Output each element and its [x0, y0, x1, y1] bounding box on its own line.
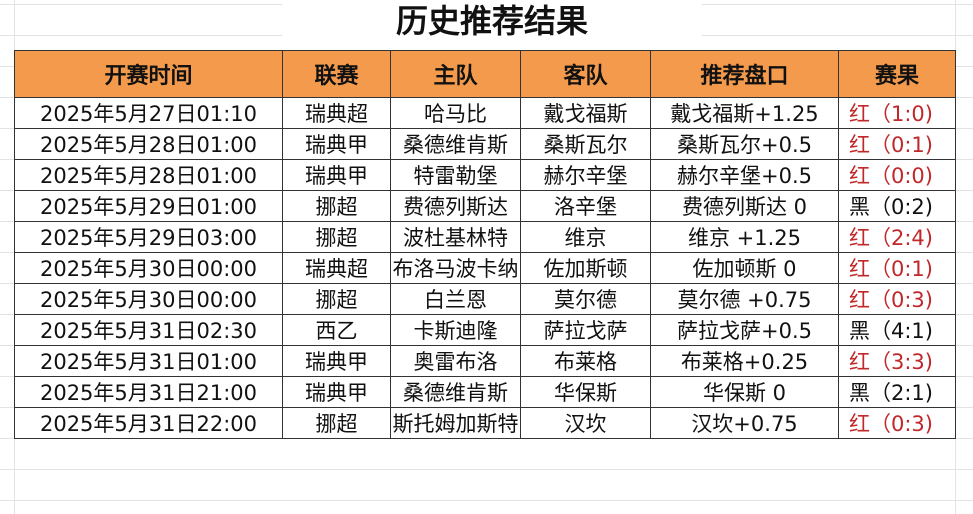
cell-home[interactable]: 桑德维肯斯	[390, 376, 521, 408]
cell-league[interactable]: 瑞典超	[282, 252, 391, 284]
cell-away[interactable]: 维京	[520, 221, 651, 253]
cell-home[interactable]: 波杜基林特	[390, 221, 521, 253]
cell-time[interactable]: 2025年5月27日01:10	[14, 97, 283, 129]
cell-pick[interactable]: 赫尔辛堡+0.5	[650, 159, 839, 191]
home-team-text: 卡斯迪隆	[413, 319, 498, 343]
cell-pick[interactable]: 桑斯瓦尔+0.5	[650, 128, 839, 160]
cell-league[interactable]: 挪超	[282, 190, 391, 222]
home-team-text: 波杜基林特	[403, 226, 508, 250]
cell-time[interactable]: 2025年5月31日01:00	[14, 345, 283, 377]
cell-time[interactable]: 2025年5月29日03:00	[14, 221, 283, 253]
header-result[interactable]: 赛果	[838, 50, 956, 98]
cell-home[interactable]: 卡斯迪隆	[390, 314, 521, 346]
cell-time[interactable]: 2025年5月31日21:00	[14, 376, 283, 408]
cell-away[interactable]: 戴戈福斯	[520, 97, 651, 129]
home-team-text: 桑德维肯斯	[403, 381, 508, 405]
cell-time[interactable]: 2025年5月28日01:00	[14, 128, 283, 160]
results-table: 开赛时间 联赛 主队 客队 推荐盘口 赛果 2025年5月27日01:10 瑞典超…	[14, 50, 956, 439]
cell-away[interactable]: 桑斯瓦尔	[520, 128, 651, 160]
cell-result[interactable]: 红（0:3)	[838, 283, 956, 315]
home-team-text: 哈马比	[424, 102, 487, 126]
cell-away[interactable]: 洛辛堡	[520, 190, 651, 222]
header-away[interactable]: 客队	[520, 50, 651, 98]
cell-pick[interactable]: 汉坎+0.75	[650, 407, 839, 439]
cell-result[interactable]: 黑（4:1)	[838, 314, 956, 346]
cell-pick[interactable]: 佐加顿斯 0	[650, 252, 839, 284]
cell-result[interactable]: 红（1:0)	[838, 97, 956, 129]
cell-time[interactable]: 2025年5月30日00:00	[14, 283, 283, 315]
cell-league[interactable]: 瑞典超	[282, 97, 391, 129]
home-team-text: 斯托姆加斯特	[392, 412, 519, 436]
home-team-text: 白兰恩	[424, 288, 487, 312]
table-row: 2025年5月28日01:00 瑞典甲 桑德维肯斯 桑斯瓦尔 桑斯瓦尔+0.5 红（0:1…	[14, 128, 956, 160]
cell-result[interactable]: 黑（2:1)	[838, 376, 956, 408]
home-team-text: 奥雷布洛	[413, 350, 498, 374]
cell-pick[interactable]: 维京 +1.25	[650, 221, 839, 253]
cell-league[interactable]: 瑞典甲	[282, 376, 391, 408]
header-home[interactable]: 主队	[390, 50, 521, 98]
cell-time[interactable]: 2025年5月29日01:00	[14, 190, 283, 222]
cell-away[interactable]: 莫尔德	[520, 283, 651, 315]
cell-pick[interactable]: 华保斯 0	[650, 376, 839, 408]
cell-result[interactable]: 红（0:1)	[838, 128, 956, 160]
header-time[interactable]: 开赛时间	[14, 50, 283, 98]
cell-result[interactable]: 红（0:1)	[838, 252, 956, 284]
table-row: 2025年5月29日03:00 挪超 波杜基林特 维京 维京 +1.25 红（2:4)	[14, 221, 956, 253]
home-team-text: 布洛马波卡纳	[392, 257, 519, 281]
table-row: 2025年5月30日00:00 挪超 白兰恩 莫尔德 莫尔德 +0.75 红（0:3)	[14, 283, 956, 315]
cell-pick[interactable]: 布莱格+0.25	[650, 345, 839, 377]
cell-away[interactable]: 赫尔辛堡	[520, 159, 651, 191]
cell-league[interactable]: 挪超	[282, 283, 391, 315]
cell-away[interactable]: 汉坎	[520, 407, 651, 439]
cell-time[interactable]: 2025年5月31日02:30	[14, 314, 283, 346]
cell-away[interactable]: 萨拉戈萨	[520, 314, 651, 346]
cell-time[interactable]: 2025年5月31日22:00	[14, 407, 283, 439]
cell-result[interactable]: 红（0:0)	[838, 159, 956, 191]
cell-home[interactable]: 费德列斯达	[390, 190, 521, 222]
cell-pick[interactable]: 莫尔德 +0.75	[650, 283, 839, 315]
header-row: 开赛时间 联赛 主队 客队 推荐盘口 赛果	[14, 50, 956, 98]
cell-home[interactable]: 布洛马波卡纳	[390, 252, 521, 284]
cell-result[interactable]: 红（2:4)	[838, 221, 956, 253]
cell-result[interactable]: 红（0:3)	[838, 407, 956, 439]
cell-pick[interactable]: 费德列斯达 0	[650, 190, 839, 222]
cell-pick[interactable]: 萨拉戈萨+0.5	[650, 314, 839, 346]
cell-away[interactable]: 佐加斯顿	[520, 252, 651, 284]
table-row: 2025年5月27日01:10 瑞典超 哈马比 戴戈福斯 戴戈福斯+1.25 红（1:0)	[14, 97, 956, 129]
cell-league[interactable]: 瑞典甲	[282, 159, 391, 191]
table-row: 2025年5月30日00:00 瑞典超 布洛马波卡纳 佐加斯顿 佐加顿斯 0 红（0:1)	[14, 252, 956, 284]
home-team-text: 桑德维肯斯	[403, 133, 508, 157]
cell-result[interactable]: 黑（0:2)	[838, 190, 956, 222]
table-row: 2025年5月31日22:00 挪超 斯托姆加斯特 汉坎 汉坎+0.75 红（0:3)	[14, 407, 956, 439]
table-row: 2025年5月28日01:00 瑞典甲 特雷勒堡 赫尔辛堡 赫尔辛堡+0.5 红（0:0)	[14, 159, 956, 191]
table-row: 2025年5月31日01:00 瑞典甲 奥雷布洛 布莱格 布莱格+0.25 红（3:3)	[14, 345, 956, 377]
cell-away[interactable]: 布莱格	[520, 345, 651, 377]
cell-league[interactable]: 西乙	[282, 314, 391, 346]
table-row: 2025年5月31日02:30 西乙 卡斯迪隆 萨拉戈萨 萨拉戈萨+0.5 黑（4:1)	[14, 314, 956, 346]
cell-league[interactable]: 瑞典甲	[282, 345, 391, 377]
cell-time[interactable]: 2025年5月30日00:00	[14, 252, 283, 284]
cell-home[interactable]: 白兰恩	[390, 283, 521, 315]
cell-league[interactable]: 挪超	[282, 221, 391, 253]
cell-time[interactable]: 2025年5月28日01:00	[14, 159, 283, 191]
cell-home[interactable]: 特雷勒堡	[390, 159, 521, 191]
cell-league[interactable]: 瑞典甲	[282, 128, 391, 160]
home-team-text: 特雷勒堡	[413, 164, 498, 188]
sheet-title[interactable]: 历史推荐结果	[282, 0, 702, 48]
cell-away[interactable]: 华保斯	[520, 376, 651, 408]
header-pick[interactable]: 推荐盘口	[650, 50, 839, 98]
table-row: 2025年5月31日21:00 瑞典甲 桑德维肯斯 华保斯 华保斯 0 黑（2:1)	[14, 376, 956, 408]
cell-home[interactable]: 奥雷布洛	[390, 345, 521, 377]
cell-home[interactable]: 斯托姆加斯特	[390, 407, 521, 439]
header-league[interactable]: 联赛	[282, 50, 391, 98]
home-team-text: 费德列斯达	[403, 195, 508, 219]
cell-league[interactable]: 挪超	[282, 407, 391, 439]
cell-pick[interactable]: 戴戈福斯+1.25	[650, 97, 839, 129]
cell-home[interactable]: 哈马比	[390, 97, 521, 129]
table-row: 2025年5月29日01:00 挪超 费德列斯达 洛辛堡 费德列斯达 0 黑（0:2)	[14, 190, 956, 222]
cell-result[interactable]: 红（3:3)	[838, 345, 956, 377]
cell-home[interactable]: 桑德维肯斯	[390, 128, 521, 160]
